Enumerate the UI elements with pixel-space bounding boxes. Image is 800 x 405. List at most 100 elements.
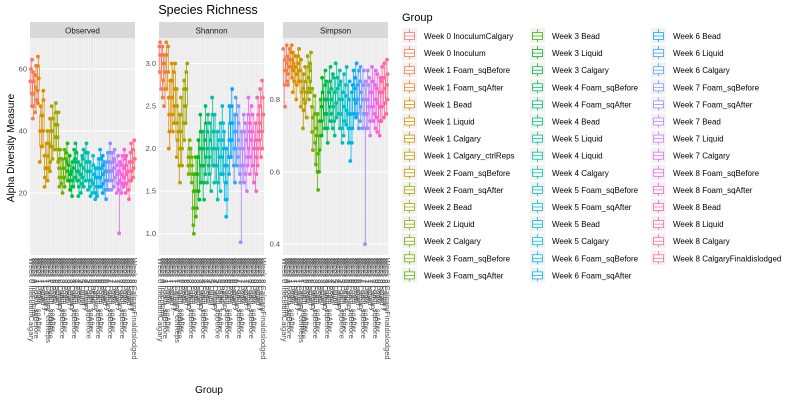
data-point — [210, 95, 215, 100]
box-12 — [183, 61, 190, 125]
data-point — [104, 197, 109, 202]
x-tick-label: Week 2 Bead — [180, 258, 189, 303]
legend-label: Week 8 Calgary — [673, 237, 730, 246]
x-tick-label: Week 5 Bead — [89, 258, 98, 303]
data-point — [121, 184, 126, 189]
data-point — [184, 87, 189, 91]
data-point — [183, 121, 188, 125]
data-point — [52, 147, 57, 152]
data-point — [375, 130, 380, 134]
data-point — [95, 194, 99, 199]
data-point — [221, 146, 226, 151]
data-point — [328, 79, 332, 84]
data-point — [257, 104, 262, 108]
data-point — [301, 72, 306, 77]
data-point — [310, 104, 314, 109]
data-point — [110, 150, 115, 155]
x-tick-label: Week 5 Bead — [342, 258, 351, 303]
data-point — [45, 129, 50, 133]
box-7 — [296, 46, 301, 84]
data-point — [290, 90, 295, 95]
x-tick-label: Week 8 Foam_sqAfter — [249, 258, 258, 333]
box-22 — [78, 153, 85, 195]
data-point — [91, 163, 96, 168]
data-point — [256, 146, 260, 151]
x-tick-label: Week 4 Bead — [204, 258, 213, 303]
x-tick-label: Week 1 Foam_sqBefore — [161, 258, 170, 339]
data-point — [218, 189, 223, 194]
x-tick-label: Week 5 Foam_sqBefore — [337, 258, 346, 339]
data-point — [342, 72, 347, 77]
x-tick-label: Week 4 Liquid — [209, 258, 218, 305]
data-point — [78, 163, 83, 168]
data-point — [35, 101, 40, 105]
box-38 — [116, 160, 122, 236]
data-point — [112, 147, 117, 152]
data-point — [132, 157, 137, 161]
legend-label: Week 7 Foam_sqAfter — [673, 100, 753, 109]
data-point — [349, 140, 354, 145]
x-tick-label: Week 8 Liquid — [125, 258, 134, 305]
data-point — [230, 121, 235, 125]
data-point — [349, 112, 353, 116]
data-point — [195, 172, 200, 177]
data-point — [200, 129, 205, 134]
box-40 — [250, 112, 257, 185]
legend-item: Week 3 Calgary — [530, 62, 609, 78]
data-point — [216, 180, 220, 185]
y-tick-label: 0.4 — [270, 240, 280, 249]
data-point — [98, 184, 103, 189]
box-35 — [238, 129, 244, 245]
data-point — [173, 61, 178, 66]
data-point — [109, 188, 114, 192]
data-point — [203, 121, 208, 125]
x-tick-label: Week 4 Foam_sqAfter — [202, 258, 211, 333]
data-point — [207, 155, 212, 160]
x-tick-label: Week 3 Foam_sqBefore — [187, 258, 196, 339]
data-point — [372, 112, 377, 116]
data-point — [236, 138, 241, 143]
data-point — [385, 72, 390, 77]
data-point — [367, 104, 371, 109]
x-tick-label: Week 5 Foam_sqBefore — [213, 258, 222, 339]
x-tick-label: Week 0 InoculumCalgary — [280, 258, 289, 342]
data-point — [347, 79, 352, 84]
legend-item: Week 8 Liquid — [651, 216, 724, 232]
box-6 — [40, 88, 46, 149]
data-point — [68, 172, 73, 177]
data-point — [360, 126, 365, 131]
legend-label: Week 7 Liquid — [673, 135, 724, 144]
box-43 — [128, 141, 135, 183]
data-point — [108, 141, 113, 146]
data-point — [171, 70, 176, 74]
x-tick-label: Week 1 Bead — [37, 258, 46, 303]
x-tick-label: Week 7 Foam_sqAfter — [108, 258, 117, 333]
data-point — [63, 157, 68, 161]
data-point — [103, 169, 107, 174]
box-4 — [164, 40, 171, 91]
data-point — [379, 119, 384, 124]
data-point — [160, 95, 165, 100]
data-point — [212, 146, 217, 151]
data-point — [59, 157, 64, 161]
data-point — [282, 83, 287, 87]
data-point — [81, 147, 86, 152]
data-point — [375, 72, 380, 77]
legend-item: Week 1 Foam_sqBefore — [402, 62, 511, 78]
data-point — [228, 155, 233, 160]
data-point — [233, 180, 237, 185]
data-point — [286, 83, 290, 87]
data-point — [261, 112, 266, 117]
data-point — [48, 116, 52, 121]
data-point — [124, 163, 128, 168]
data-point — [100, 191, 105, 195]
data-point — [224, 146, 229, 151]
data-point — [241, 112, 246, 117]
box-43 — [257, 87, 264, 160]
data-point — [201, 180, 206, 185]
box-body — [161, 54, 164, 81]
data-point — [116, 188, 121, 192]
legend-label: Week 3 Foam_sqAfter — [424, 271, 504, 280]
data-point — [132, 138, 137, 143]
y-tick-label: 2.0 — [146, 144, 156, 153]
